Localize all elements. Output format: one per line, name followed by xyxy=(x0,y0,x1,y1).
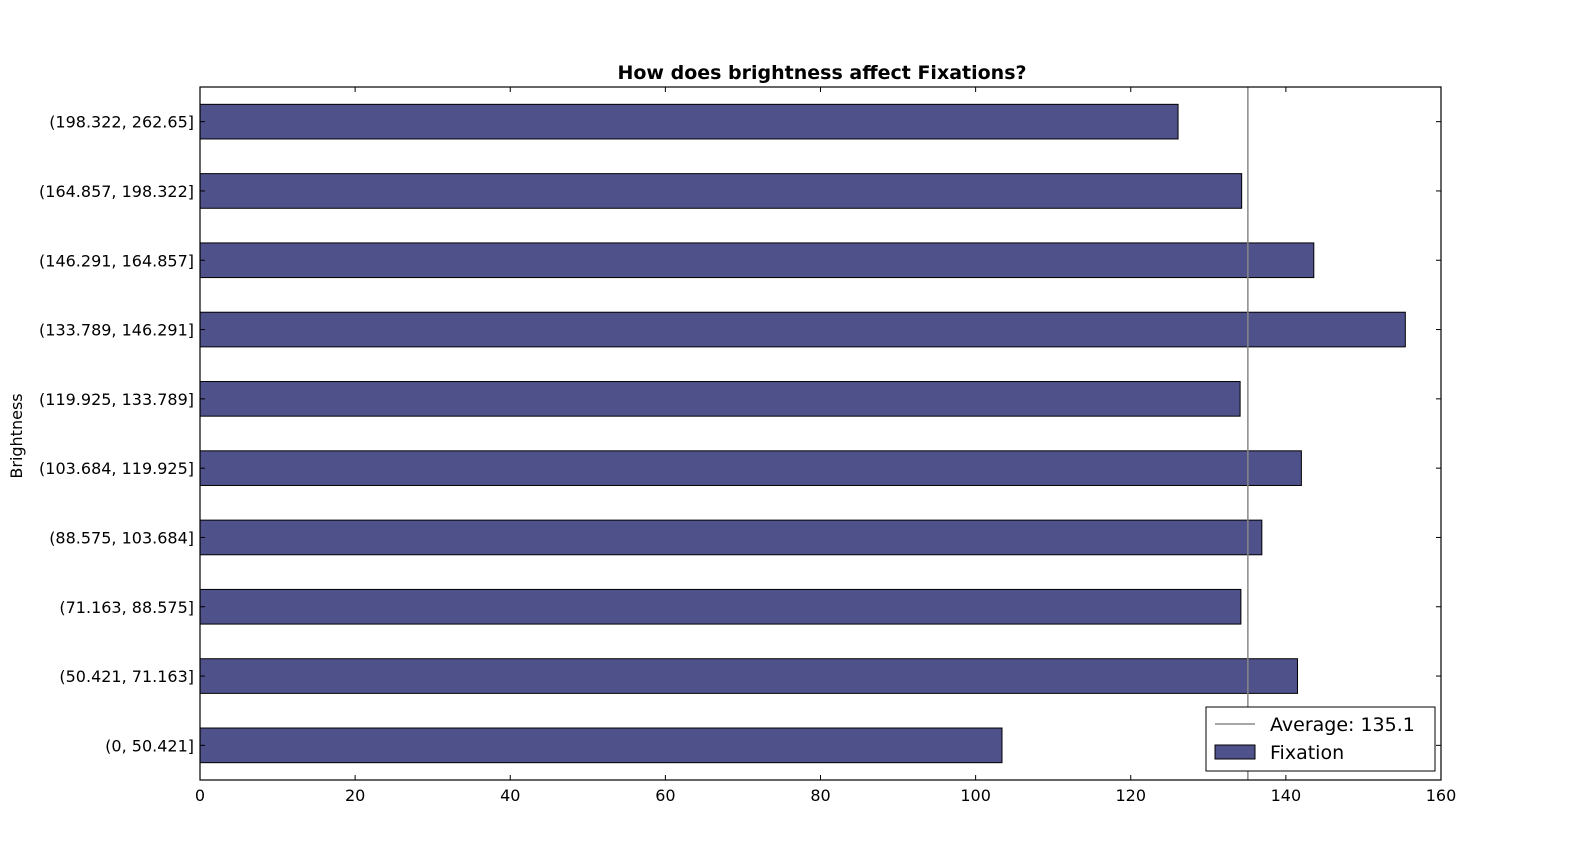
bars-group xyxy=(199,103,1406,764)
x-tick-label-0: 0 xyxy=(195,786,205,805)
bar-1 xyxy=(199,658,1299,694)
x-tick-label-1: 20 xyxy=(345,786,365,805)
legend-fixation-swatch xyxy=(1214,744,1256,760)
bar-2 xyxy=(199,588,1242,625)
y-tick-label-7: (146.291, 164.857] xyxy=(39,251,194,270)
y-tick-label-3: (88.575, 103.684] xyxy=(49,528,194,547)
y-tick-label-6: (133.789, 146.291] xyxy=(39,321,194,340)
y-tick-label-8: (164.857, 198.322] xyxy=(39,182,194,201)
x-tick-label-2: 40 xyxy=(500,786,520,805)
bar-0 xyxy=(199,727,1003,764)
bar-9 xyxy=(199,103,1179,140)
y-tick-label-9: (198.322, 262.65] xyxy=(49,113,194,132)
y-tick-label-2: (71.163, 88.575] xyxy=(59,598,194,617)
y-tick-label-1: (50.421, 71.163] xyxy=(59,667,194,686)
bar-3 xyxy=(199,519,1263,556)
y-tick-label-0: (0, 50.421] xyxy=(105,736,194,755)
y-tick-label-5: (119.925, 133.789] xyxy=(39,390,194,409)
plot-frame xyxy=(199,86,1442,781)
y-axis-label: Brightness xyxy=(7,393,26,478)
x-tick-label-6: 120 xyxy=(1115,786,1146,805)
x-tick-label-4: 80 xyxy=(810,786,830,805)
bar-7 xyxy=(199,242,1315,279)
legend: Average: 135.1 Fixation xyxy=(1205,706,1436,772)
legend-box xyxy=(1205,706,1436,772)
bar-5 xyxy=(199,381,1241,417)
y-tick-label-4: (103.684, 119.925] xyxy=(39,459,194,478)
x-tick-label-7: 140 xyxy=(1271,786,1302,805)
axes-group: (0, 50.421] (50.421, 71.163] (71.163, 88.5… xyxy=(39,86,1457,805)
legend-fixation-label: Fixation xyxy=(1270,742,1344,764)
chart-title: How does brightness affect Fixations? xyxy=(617,62,1026,84)
x-tick-label-3: 60 xyxy=(655,786,675,805)
x-tick-label-5: 100 xyxy=(960,786,991,805)
bar-8 xyxy=(199,173,1243,209)
x-tick-label-8: 160 xyxy=(1426,786,1457,805)
legend-average-label: Average: 135.1 xyxy=(1270,714,1415,736)
bar-6 xyxy=(199,311,1406,348)
bar-4 xyxy=(199,450,1302,486)
